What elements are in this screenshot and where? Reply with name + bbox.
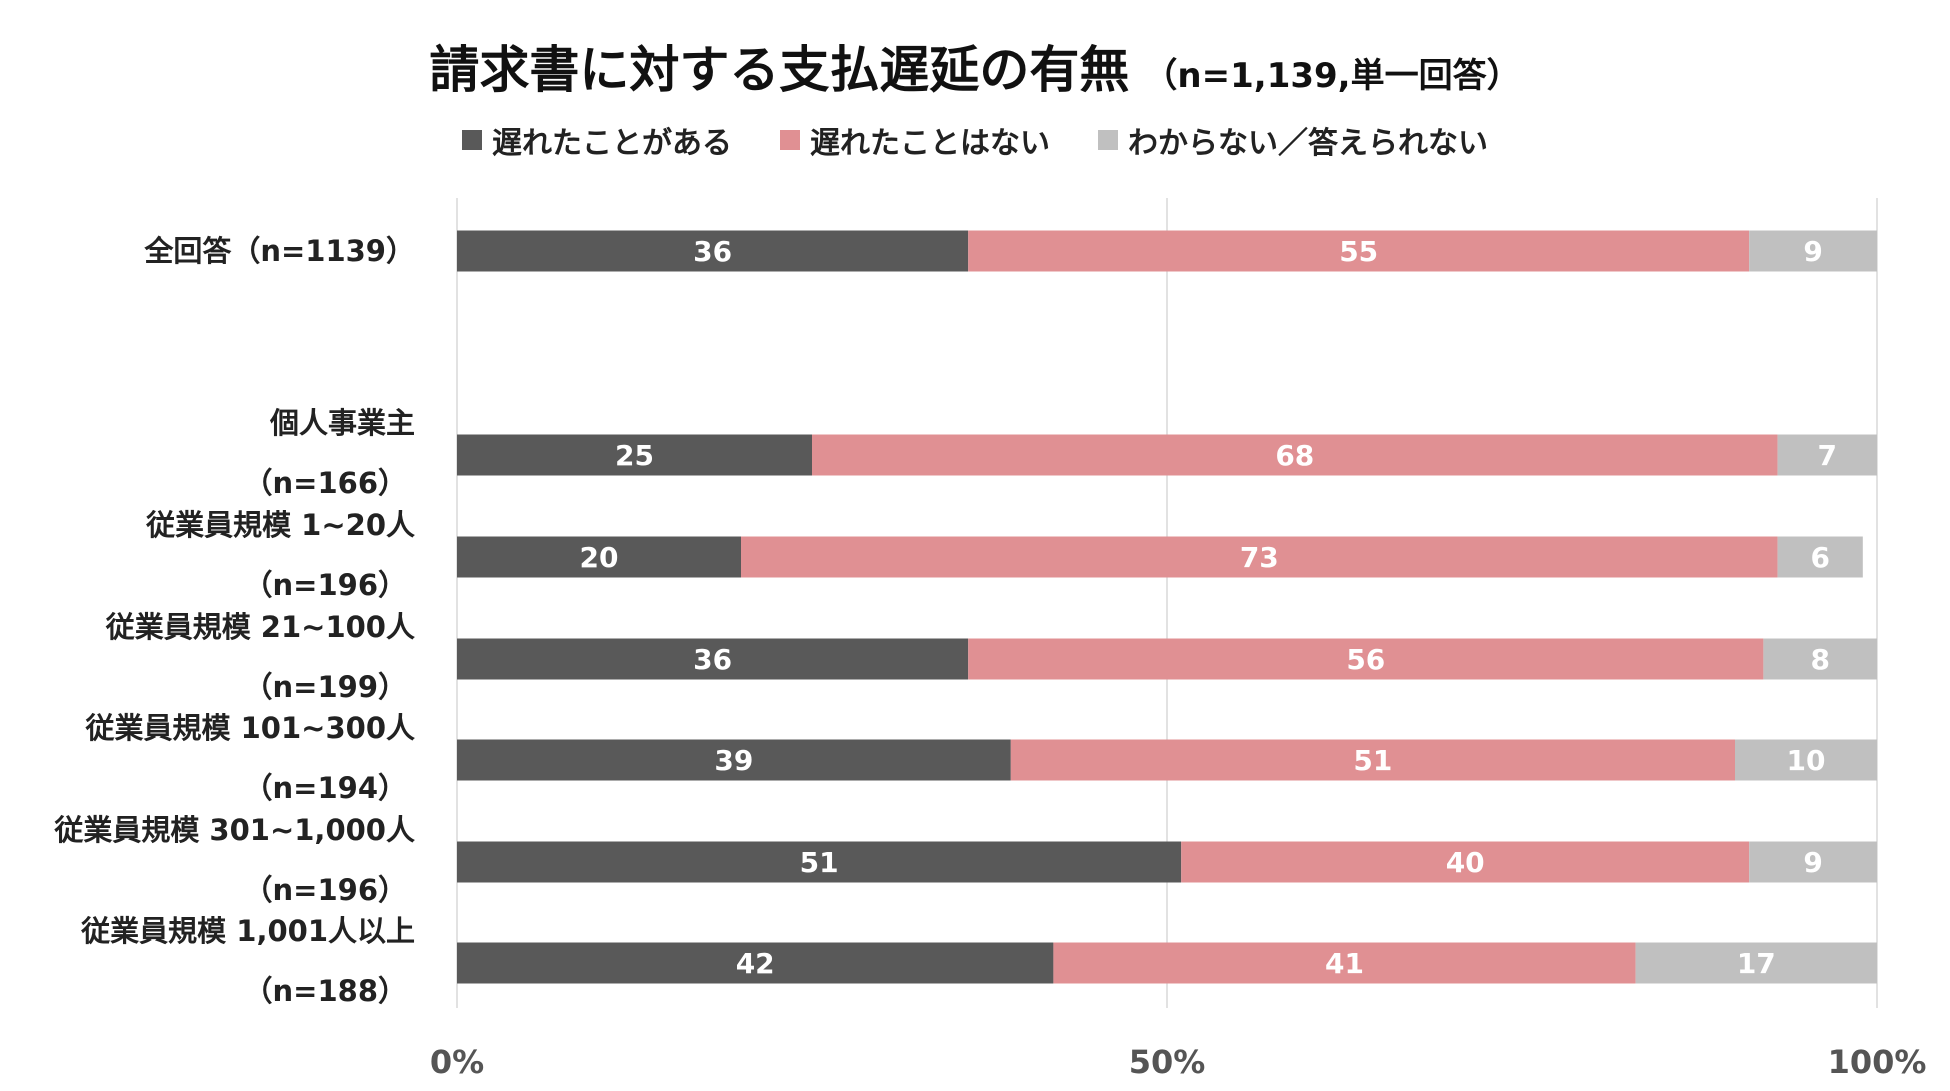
data-label-r2-s1: 73 bbox=[1240, 541, 1279, 574]
data-label-r0-s1: 55 bbox=[1339, 235, 1378, 268]
category-label-3-line2: （n=199） bbox=[244, 670, 407, 704]
data-label-r1-s0: 25 bbox=[615, 439, 654, 472]
data-label-r5-s1: 40 bbox=[1446, 846, 1485, 879]
category-label-1-line2: （n=166） bbox=[244, 466, 407, 500]
x-tick-label-50: 50% bbox=[1129, 1043, 1206, 1081]
bar-segment-r3-s1 bbox=[968, 638, 1764, 680]
bar-segment-r1-s1 bbox=[812, 434, 1778, 476]
chart-title-block: 請求書に対する支払遅延の有無 （n=1,139,単一回答） bbox=[0, 30, 1950, 102]
data-label-r0-s2: 9 bbox=[1803, 235, 1822, 268]
bar-segment-r1-s0 bbox=[457, 434, 812, 476]
data-label-r6-s0: 42 bbox=[736, 947, 775, 980]
legend-item-delayed: 遅れたことがある bbox=[462, 118, 732, 162]
category-label-4-line2: （n=194） bbox=[244, 771, 407, 805]
chart-legend: 遅れたことがある 遅れたことはない わからない／答えられない bbox=[0, 118, 1950, 162]
bar-segment-r2-s1 bbox=[741, 536, 1778, 578]
category-label-6-line1: 従業員規模 1,001人以上 bbox=[80, 914, 415, 948]
data-label-r2-s0: 20 bbox=[580, 541, 619, 574]
data-label-r1-s2: 7 bbox=[1818, 439, 1837, 472]
legend-swatch-delayed bbox=[462, 130, 482, 150]
bar-segment-r0-s2 bbox=[1749, 230, 1877, 272]
bar-segment-r2-s2 bbox=[1777, 536, 1863, 578]
category-label-2-line1: 従業員規模 1~20人 bbox=[145, 508, 415, 542]
data-label-r6-s1: 41 bbox=[1325, 947, 1364, 980]
legend-item-unknown: わからない／答えられない bbox=[1098, 118, 1488, 162]
data-label-r3-s0: 36 bbox=[693, 643, 732, 676]
data-label-r3-s1: 56 bbox=[1346, 643, 1385, 676]
category-label-6-line2: （n=188） bbox=[244, 974, 407, 1008]
category-label-2-line2: （n=196） bbox=[244, 568, 407, 602]
bar-segment-r0-s1 bbox=[968, 230, 1750, 272]
data-label-r2-s2: 6 bbox=[1810, 541, 1829, 574]
legend-label-not-delayed: 遅れたことはない bbox=[810, 126, 1050, 161]
data-label-r6-s2: 17 bbox=[1737, 947, 1776, 980]
data-label-r4-s1: 51 bbox=[1353, 744, 1392, 777]
bar-segment-r5-s1 bbox=[1181, 841, 1750, 883]
category-label-5-line2: （n=196） bbox=[244, 873, 407, 907]
legend-swatch-not-delayed bbox=[780, 130, 800, 150]
data-label-r4-s0: 39 bbox=[714, 744, 753, 777]
data-label-r0-s0: 36 bbox=[693, 235, 732, 268]
chart-title: 請求書に対する支払遅延の有無 bbox=[429, 41, 1130, 99]
category-label-5-line1: 従業員規模 301~1,000人 bbox=[53, 813, 415, 847]
bar-segment-r5-s0 bbox=[457, 841, 1182, 883]
legend-label-delayed: 遅れたことがある bbox=[492, 126, 732, 161]
data-label-r5-s2: 9 bbox=[1803, 846, 1822, 879]
bar-segment-r3-s0 bbox=[457, 638, 969, 680]
chart-subtitle: （n=1,139,単一回答） bbox=[1143, 56, 1521, 96]
bar-segment-r6-s1 bbox=[1053, 942, 1636, 984]
data-label-r4-s2: 10 bbox=[1787, 744, 1826, 777]
bar-segment-r1-s2 bbox=[1777, 434, 1877, 476]
bar-segment-r4-s0 bbox=[457, 739, 1011, 781]
bar-segment-r3-s2 bbox=[1763, 638, 1877, 680]
bar-segment-r5-s2 bbox=[1749, 841, 1877, 883]
bar-segment-r6-s0 bbox=[457, 942, 1054, 984]
legend-swatch-unknown bbox=[1098, 130, 1118, 150]
bar-segment-r4-s2 bbox=[1735, 739, 1877, 781]
bar-segment-r6-s2 bbox=[1635, 942, 1877, 984]
data-label-r1-s1: 68 bbox=[1275, 439, 1314, 472]
data-label-r5-s0: 51 bbox=[800, 846, 839, 879]
data-label-r3-s2: 8 bbox=[1810, 643, 1829, 676]
x-tick-label-0: 0% bbox=[430, 1043, 484, 1081]
legend-label-unknown: わからない／答えられない bbox=[1128, 126, 1488, 161]
bar-segment-r4-s1 bbox=[1010, 739, 1735, 781]
x-tick-label-100: 100% bbox=[1828, 1043, 1927, 1081]
category-label-3-line1: 従業員規模 21~100人 bbox=[105, 610, 415, 644]
category-label-0: 全回答（n=1139） bbox=[143, 234, 415, 268]
category-label-4-line1: 従業員規模 101~300人 bbox=[85, 711, 415, 745]
category-label-1-line1: 個人事業主 bbox=[269, 406, 415, 440]
bar-segment-r0-s0 bbox=[457, 230, 969, 272]
legend-item-not-delayed: 遅れたことはない bbox=[780, 118, 1050, 162]
bar-segment-r2-s0 bbox=[457, 536, 741, 578]
